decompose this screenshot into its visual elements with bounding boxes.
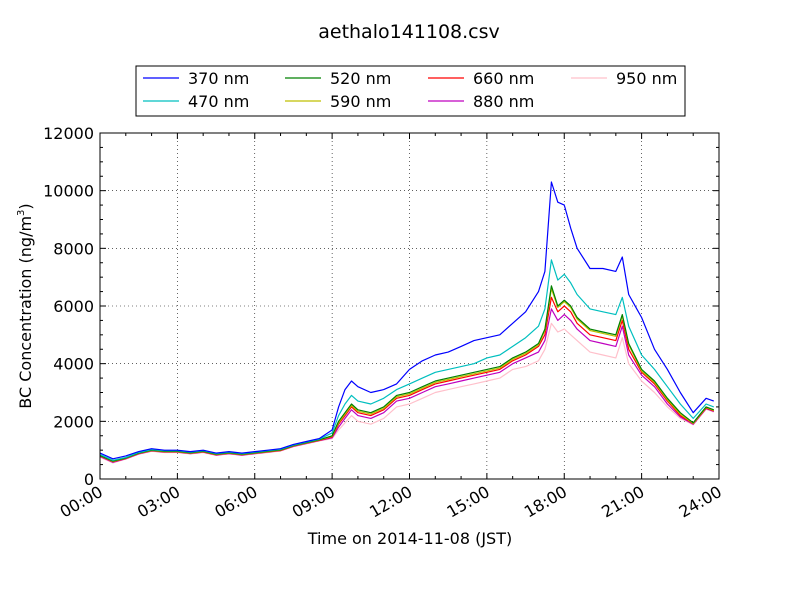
x-tick-label: 03:00 — [134, 482, 183, 522]
y-tick-label: 6000 — [53, 297, 94, 316]
y-tick-labels: 0 2000 4000 6000 8000 10000 12000 — [43, 124, 94, 489]
x-tick-label: 12:00 — [366, 482, 415, 522]
legend-label: 880 nm — [473, 92, 534, 111]
y-axis-label: BC Concentration (ng/m3) — [16, 203, 35, 408]
x-tick-label: 15:00 — [443, 482, 492, 522]
y-tick-label: 4000 — [53, 355, 94, 374]
legend: 370 nm 470 nm 520 nm 590 nm 660 nm 880 nm 950 … — [135, 65, 686, 117]
y-tick-label: 8000 — [53, 239, 94, 258]
series-line — [99, 296, 715, 463]
x-tick-labels: 00:00 03:00 06:00 09:00 12:00 15:00 18:00 21:00… — [57, 482, 725, 522]
y-tick-label: 12000 — [43, 124, 94, 143]
x-tick-label: 18:00 — [521, 482, 570, 522]
x-tick-label: 06:00 — [211, 482, 260, 522]
x-tick-label: 00:00 — [57, 482, 106, 522]
axis-ticks — [99, 132, 720, 480]
chart-title: aethalo141108.csv — [318, 21, 500, 43]
y-tick-label: 10000 — [43, 182, 94, 201]
series-line — [99, 259, 715, 461]
x-tick-label: 09:00 — [289, 482, 338, 522]
legend-entries: 370 nm 470 nm 520 nm 590 nm 660 nm 880 nm 950 … — [143, 69, 677, 111]
x-tick-label: 24:00 — [676, 482, 725, 522]
x-tick-label: 21:00 — [598, 482, 647, 522]
y-tick-label: 0 — [84, 470, 94, 489]
y-tick-label: 2000 — [53, 412, 94, 431]
series-line — [99, 285, 715, 462]
legend-box — [135, 65, 686, 117]
y-axis-label-main: BC Concentration (ng/m — [16, 216, 35, 409]
legend-label: 370 nm — [188, 69, 249, 88]
legend-label: 470 nm — [188, 92, 249, 111]
series-line — [99, 181, 715, 460]
series-lines — [99, 181, 715, 464]
grid-lines — [100, 133, 719, 479]
legend-label: 590 nm — [330, 92, 391, 111]
y-axis-label-close: ) — [16, 203, 35, 209]
legend-label: 660 nm — [473, 69, 534, 88]
y-axis-label-superscript: 3 — [16, 210, 27, 216]
legend-label: 950 nm — [616, 69, 677, 88]
x-axis-label: Time on 2014-11-08 (JST) — [307, 529, 512, 548]
legend-label: 520 nm — [330, 69, 391, 88]
